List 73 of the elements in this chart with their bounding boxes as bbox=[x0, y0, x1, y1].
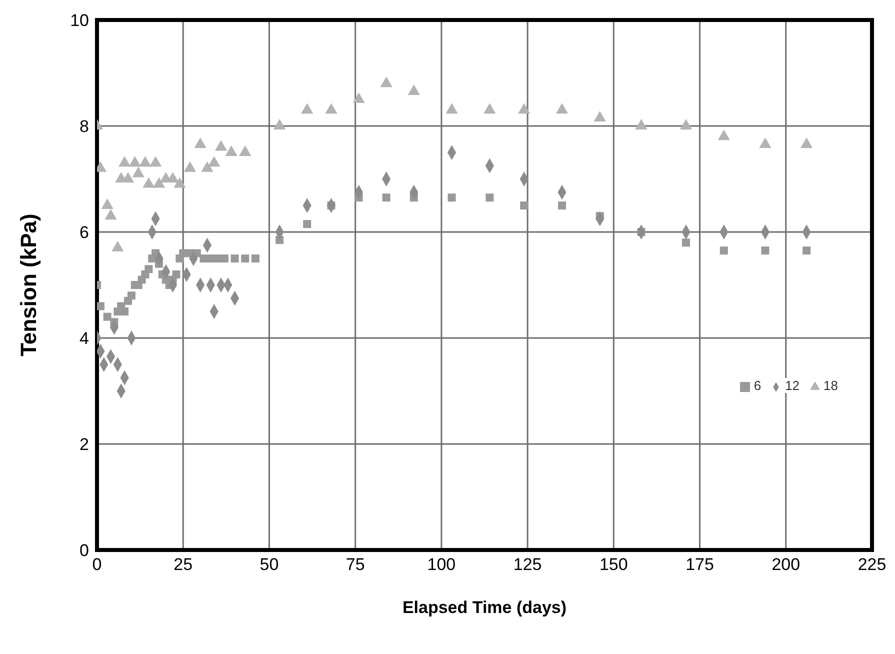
x-axis-title: Elapsed Time (days) bbox=[402, 598, 567, 617]
point bbox=[118, 156, 131, 167]
point bbox=[486, 194, 494, 202]
point bbox=[594, 111, 606, 122]
point bbox=[132, 166, 144, 178]
point bbox=[152, 177, 166, 188]
point bbox=[484, 103, 496, 114]
x-tick-label: 50 bbox=[260, 555, 279, 574]
point bbox=[718, 130, 730, 140]
point bbox=[759, 138, 772, 148]
point bbox=[230, 254, 239, 262]
point bbox=[103, 312, 112, 321]
point bbox=[225, 145, 238, 156]
point bbox=[239, 145, 252, 156]
point bbox=[520, 202, 528, 210]
x-tick-label: 100 bbox=[427, 555, 456, 574]
y-tick-label: 6 bbox=[80, 223, 89, 242]
point bbox=[139, 156, 152, 167]
y-tick-label: 2 bbox=[80, 435, 89, 454]
x-tick-label: 200 bbox=[772, 555, 800, 574]
point bbox=[448, 194, 456, 202]
point bbox=[800, 138, 813, 148]
point bbox=[720, 246, 728, 255]
point bbox=[802, 246, 811, 255]
point bbox=[352, 92, 365, 104]
x-tick-label: 225 bbox=[858, 555, 886, 574]
point bbox=[761, 246, 770, 255]
point bbox=[303, 220, 312, 228]
point bbox=[558, 202, 566, 210]
point bbox=[184, 161, 196, 172]
x-tick-label: 75 bbox=[346, 555, 365, 574]
point bbox=[301, 103, 314, 114]
point bbox=[408, 84, 420, 96]
point bbox=[241, 254, 250, 262]
point bbox=[174, 177, 186, 188]
point bbox=[273, 118, 286, 130]
point bbox=[682, 238, 690, 247]
point bbox=[251, 254, 260, 262]
x-tick-label: 25 bbox=[174, 555, 193, 574]
point bbox=[101, 198, 114, 210]
point bbox=[104, 209, 117, 220]
point bbox=[194, 138, 206, 148]
point bbox=[208, 156, 220, 167]
point bbox=[635, 118, 648, 130]
legend-label: 18 bbox=[824, 378, 838, 393]
point bbox=[380, 76, 392, 88]
y-axis-title: Tension (kPa) bbox=[16, 214, 41, 356]
point bbox=[97, 302, 104, 310]
x-tick-label: 175 bbox=[686, 555, 714, 574]
legend-label: 12 bbox=[785, 378, 800, 393]
point bbox=[214, 140, 228, 151]
point bbox=[128, 156, 141, 167]
point bbox=[120, 308, 129, 316]
point bbox=[556, 103, 568, 114]
x-tick-label: 150 bbox=[599, 555, 628, 574]
point bbox=[446, 103, 458, 114]
x-tick-label: 0 bbox=[92, 555, 102, 574]
point bbox=[382, 194, 390, 202]
legend-label: 6 bbox=[754, 378, 762, 393]
y-tick-label: 0 bbox=[80, 541, 89, 560]
point bbox=[142, 177, 155, 188]
point bbox=[201, 161, 214, 172]
point bbox=[127, 292, 136, 300]
point bbox=[172, 270, 180, 278]
x-tick-label: 125 bbox=[513, 555, 542, 574]
point bbox=[149, 156, 162, 167]
y-tick-label: 8 bbox=[80, 117, 89, 136]
point bbox=[144, 265, 153, 274]
point bbox=[518, 103, 530, 114]
y-tick-label: 4 bbox=[80, 329, 89, 348]
point bbox=[680, 118, 692, 130]
point bbox=[325, 103, 338, 114]
y-tick-label: 10 bbox=[70, 11, 89, 30]
